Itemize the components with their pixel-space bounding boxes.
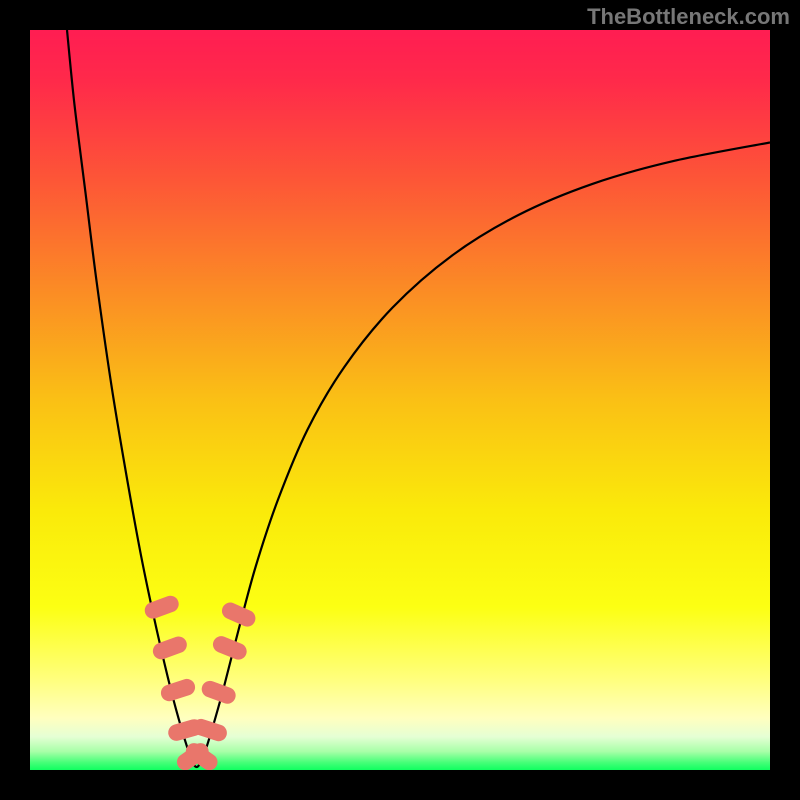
- watermark-text: TheBottleneck.com: [587, 4, 790, 30]
- plot-svg: [30, 30, 770, 770]
- plot-area: [30, 30, 770, 770]
- chart-frame: TheBottleneck.com: [0, 0, 800, 800]
- gradient-background: [30, 30, 770, 770]
